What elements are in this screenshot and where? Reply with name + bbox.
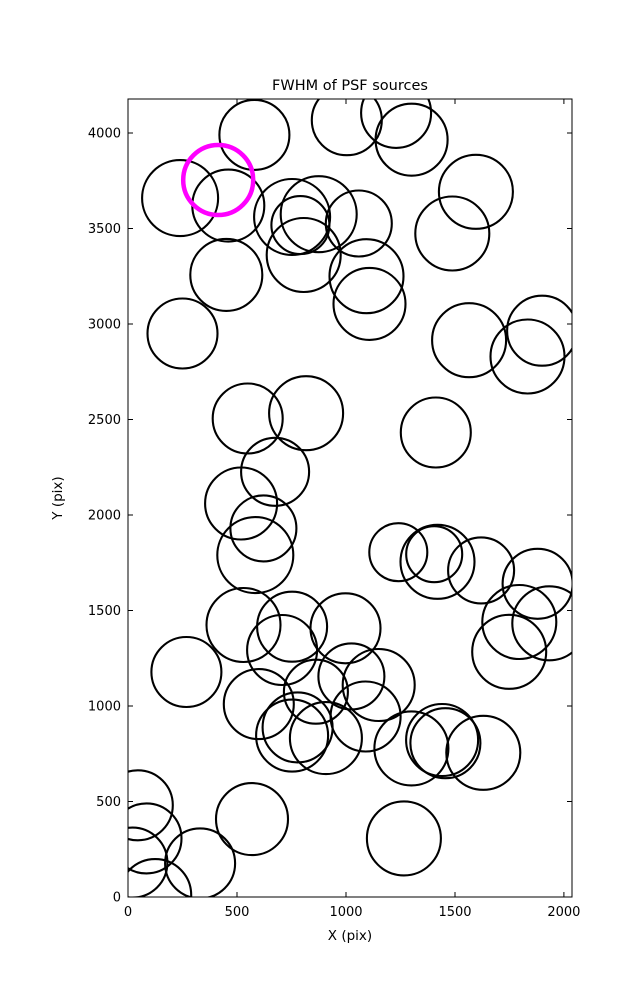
psf-source-circle bbox=[310, 99, 383, 157]
psf-source-circle bbox=[204, 466, 279, 541]
chart-title: FWHM of PSF sources bbox=[272, 78, 428, 94]
psf-source-circle bbox=[317, 642, 386, 711]
psf-source-circle bbox=[288, 701, 363, 776]
psf-source-circle bbox=[445, 714, 522, 791]
highlighted-psf-source bbox=[180, 142, 256, 218]
psf-source-circle bbox=[399, 523, 476, 600]
x-tick-label: 1000 bbox=[329, 905, 362, 920]
psf-source-circle bbox=[405, 525, 464, 584]
psf-source-circle bbox=[282, 658, 349, 725]
psf-source-circle bbox=[332, 266, 407, 341]
y-tick-label: 3000 bbox=[88, 318, 121, 333]
psf-source-circle bbox=[189, 237, 264, 312]
psf-source-circle bbox=[216, 516, 295, 595]
psf-source-circle bbox=[447, 536, 516, 605]
psf-source-circle bbox=[222, 668, 295, 741]
psf-source-circle bbox=[128, 858, 193, 897]
y-tick-label: 1500 bbox=[88, 604, 121, 619]
psf-source-circle bbox=[309, 592, 382, 665]
psf-sources-layer bbox=[128, 99, 572, 897]
psf-source-circle bbox=[374, 102, 449, 177]
psf-source-circle bbox=[481, 583, 558, 661]
plot-area bbox=[127, 98, 573, 898]
psf-source-circle bbox=[368, 522, 429, 583]
psf-source-circle bbox=[324, 189, 393, 258]
psf-source-circle bbox=[128, 769, 174, 842]
psf-source-circle bbox=[150, 635, 223, 709]
y-tick-label: 500 bbox=[96, 795, 121, 810]
psf-source-circle bbox=[365, 800, 442, 877]
psf-source-circle bbox=[431, 302, 508, 379]
psf-source-circle bbox=[328, 238, 405, 315]
x-axis-label: X (pix) bbox=[328, 928, 372, 944]
psf-source-circle bbox=[218, 99, 291, 171]
y-tick-label: 1000 bbox=[88, 700, 121, 715]
psf-source-circle bbox=[373, 710, 450, 787]
psf-source-circle bbox=[341, 647, 416, 723]
y-axis-label: Y (pix) bbox=[50, 476, 66, 520]
psf-source-circle bbox=[255, 698, 330, 773]
psf-source-circle bbox=[265, 216, 342, 294]
x-tick-label: 2000 bbox=[547, 905, 580, 920]
psf-source-circle bbox=[270, 195, 331, 256]
psf-source-circle bbox=[240, 436, 311, 507]
psf-source-circle bbox=[164, 827, 237, 897]
psf-source-circle bbox=[128, 826, 169, 897]
psf-source-circle bbox=[360, 99, 433, 149]
y-tick-label: 2000 bbox=[88, 509, 121, 524]
psf-source-circle bbox=[214, 782, 290, 857]
psf-source-circle bbox=[246, 613, 319, 687]
y-tick-label: 0 bbox=[113, 891, 121, 906]
psf-source-circle bbox=[128, 802, 183, 875]
psf-source-circle bbox=[141, 159, 220, 238]
x-tick-label: 500 bbox=[225, 905, 250, 920]
psf-source-circle bbox=[211, 382, 284, 455]
psf-source-circle bbox=[414, 195, 491, 272]
psf-source-circle bbox=[511, 585, 572, 662]
psf-source-circle bbox=[205, 586, 282, 664]
axis-tick-labels-layer: 0 500 1000 1500 2000 0 500 1000 1500 2000 2500 3000… bbox=[88, 127, 581, 921]
psf-source-circle bbox=[268, 375, 345, 452]
x-tick-label: 1500 bbox=[438, 905, 471, 920]
y-tick-label: 2500 bbox=[88, 413, 121, 428]
psf-source-circle bbox=[253, 177, 332, 257]
x-tick-label: 0 bbox=[124, 905, 132, 920]
psf-source-circle bbox=[329, 680, 402, 753]
axis-ticks-layer bbox=[127, 99, 572, 898]
psf-source-circle bbox=[399, 396, 472, 469]
psf-source-circle bbox=[229, 494, 298, 563]
psf-source-circle bbox=[501, 547, 572, 620]
psf-source-circle bbox=[409, 707, 482, 780]
psf-source-circle bbox=[279, 175, 358, 254]
psf-source-circle bbox=[437, 153, 514, 230]
psf-source-circle bbox=[471, 613, 548, 690]
psf-source-circle bbox=[146, 297, 219, 370]
psf-source-circle bbox=[405, 702, 480, 778]
y-tick-label: 3500 bbox=[88, 222, 121, 237]
psf-source-circle bbox=[506, 294, 572, 367]
y-tick-label: 4000 bbox=[88, 127, 121, 142]
